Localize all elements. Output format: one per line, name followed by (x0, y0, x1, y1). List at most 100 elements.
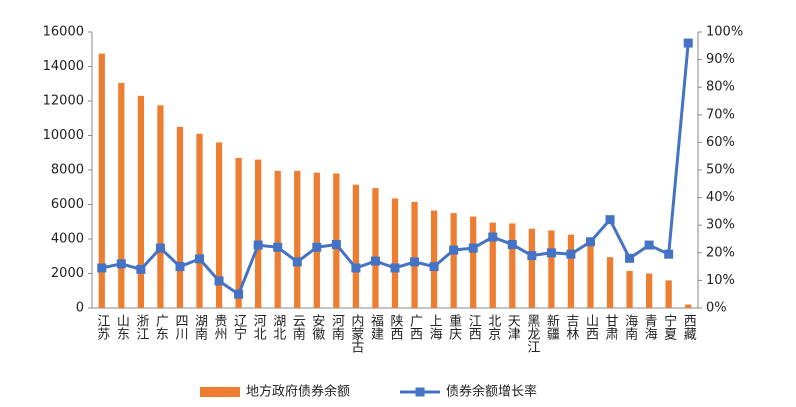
bar (626, 270, 633, 308)
y-tick-label: 14000 (43, 59, 84, 74)
bar (587, 241, 594, 308)
y-tick-label: 2000 (51, 266, 84, 281)
x-tick-label: 重庆 (446, 313, 462, 340)
bar (430, 210, 438, 308)
x-tick-label: 河北 (251, 314, 267, 341)
marker (468, 243, 478, 253)
marker (507, 240, 517, 250)
bar (157, 105, 164, 308)
bar (411, 201, 418, 308)
marker (527, 251, 537, 261)
marker (331, 240, 341, 250)
y2-tick-label: 30% (706, 218, 735, 233)
bar (118, 82, 125, 308)
marker (566, 249, 576, 259)
marker (605, 215, 615, 225)
y-tick-label: 10000 (43, 128, 84, 143)
bar (137, 95, 144, 308)
x-tick-label: 内蒙古 (348, 313, 364, 353)
x-tick-label: 云南 (290, 314, 306, 340)
x-tick-label: 吉林 (563, 314, 579, 340)
bar (274, 170, 281, 308)
bar (509, 223, 516, 308)
bar (215, 142, 223, 308)
bar (567, 234, 575, 308)
marker (625, 253, 635, 263)
bar (235, 157, 242, 308)
bar (450, 213, 457, 308)
y2-tick-label: 90% (706, 52, 735, 67)
marker (136, 264, 146, 274)
y-tick-label: 12000 (43, 94, 84, 109)
marker (449, 245, 459, 255)
marker (292, 257, 302, 267)
x-tick-label: 广西 (407, 314, 423, 340)
legend-label: 债券余额增长率 (446, 384, 537, 400)
bar (391, 198, 399, 308)
bar (98, 53, 105, 308)
x-tick-label: 山西 (583, 314, 599, 340)
legend-swatch (200, 387, 240, 397)
marker (195, 254, 205, 264)
x-tick-label: 海南 (622, 314, 638, 340)
bar (176, 126, 184, 308)
marker (370, 256, 380, 266)
x-tick-label: 天津 (505, 314, 521, 340)
x-tick-label: 北京 (485, 314, 501, 340)
bar (548, 230, 555, 308)
bar (470, 216, 477, 308)
x-tick-label: 福建 (368, 314, 384, 341)
x-tick-label: 河南 (329, 314, 345, 340)
x-tick-label: 湖南 (192, 314, 208, 340)
y-tick-label: 4000 (51, 232, 84, 247)
x-tick-label: 青海 (642, 314, 658, 340)
y2-tick-label: 80% (706, 80, 735, 95)
marker (312, 242, 322, 252)
x-tick-label: 西藏 (681, 314, 697, 340)
marker (585, 237, 595, 247)
bar (255, 159, 262, 308)
x-tick-label: 新疆 (544, 313, 560, 340)
marker (234, 289, 244, 299)
marker (410, 257, 420, 267)
bar (489, 222, 496, 308)
y2-tick-label: 60% (706, 135, 735, 150)
bar (606, 257, 614, 308)
x-tick-label: 湖北 (270, 314, 286, 341)
marker (644, 240, 654, 250)
marker (351, 263, 361, 273)
marker (155, 243, 165, 253)
y2-tick-label: 50% (706, 163, 735, 178)
x-tick-label: 甘肃 (603, 314, 619, 340)
x-tick-label: 陕西 (388, 314, 404, 340)
y2-tick-label: 70% (706, 107, 735, 122)
y-tick-label: 6000 (51, 197, 84, 212)
marker (683, 38, 693, 48)
x-tick-label: 宁夏 (661, 313, 677, 340)
bar (294, 170, 301, 308)
bar (528, 228, 535, 308)
marker (488, 232, 498, 242)
y-tick-label: 16000 (43, 25, 84, 40)
x-tick-label: 山东 (114, 314, 129, 340)
x-tick-label: 辽宁 (231, 314, 247, 340)
x-tick-label: 黑龙江 (524, 314, 540, 353)
marker (214, 276, 224, 286)
y-tick-label: 0 (76, 301, 84, 316)
marker (390, 263, 400, 273)
bar (646, 273, 653, 308)
y-tick-label: 8000 (51, 163, 84, 178)
y2-tick-label: 100% (706, 25, 743, 40)
bar (665, 280, 672, 308)
marker (546, 248, 556, 258)
bar (196, 133, 203, 308)
legend-marker (415, 387, 425, 397)
bar (313, 172, 320, 308)
marker (97, 263, 107, 273)
bar (685, 304, 692, 308)
marker (429, 262, 439, 272)
y2-tick-label: 40% (706, 190, 735, 205)
y2-tick-label: 20% (706, 245, 735, 260)
x-tick-label: 江西 (466, 314, 482, 340)
